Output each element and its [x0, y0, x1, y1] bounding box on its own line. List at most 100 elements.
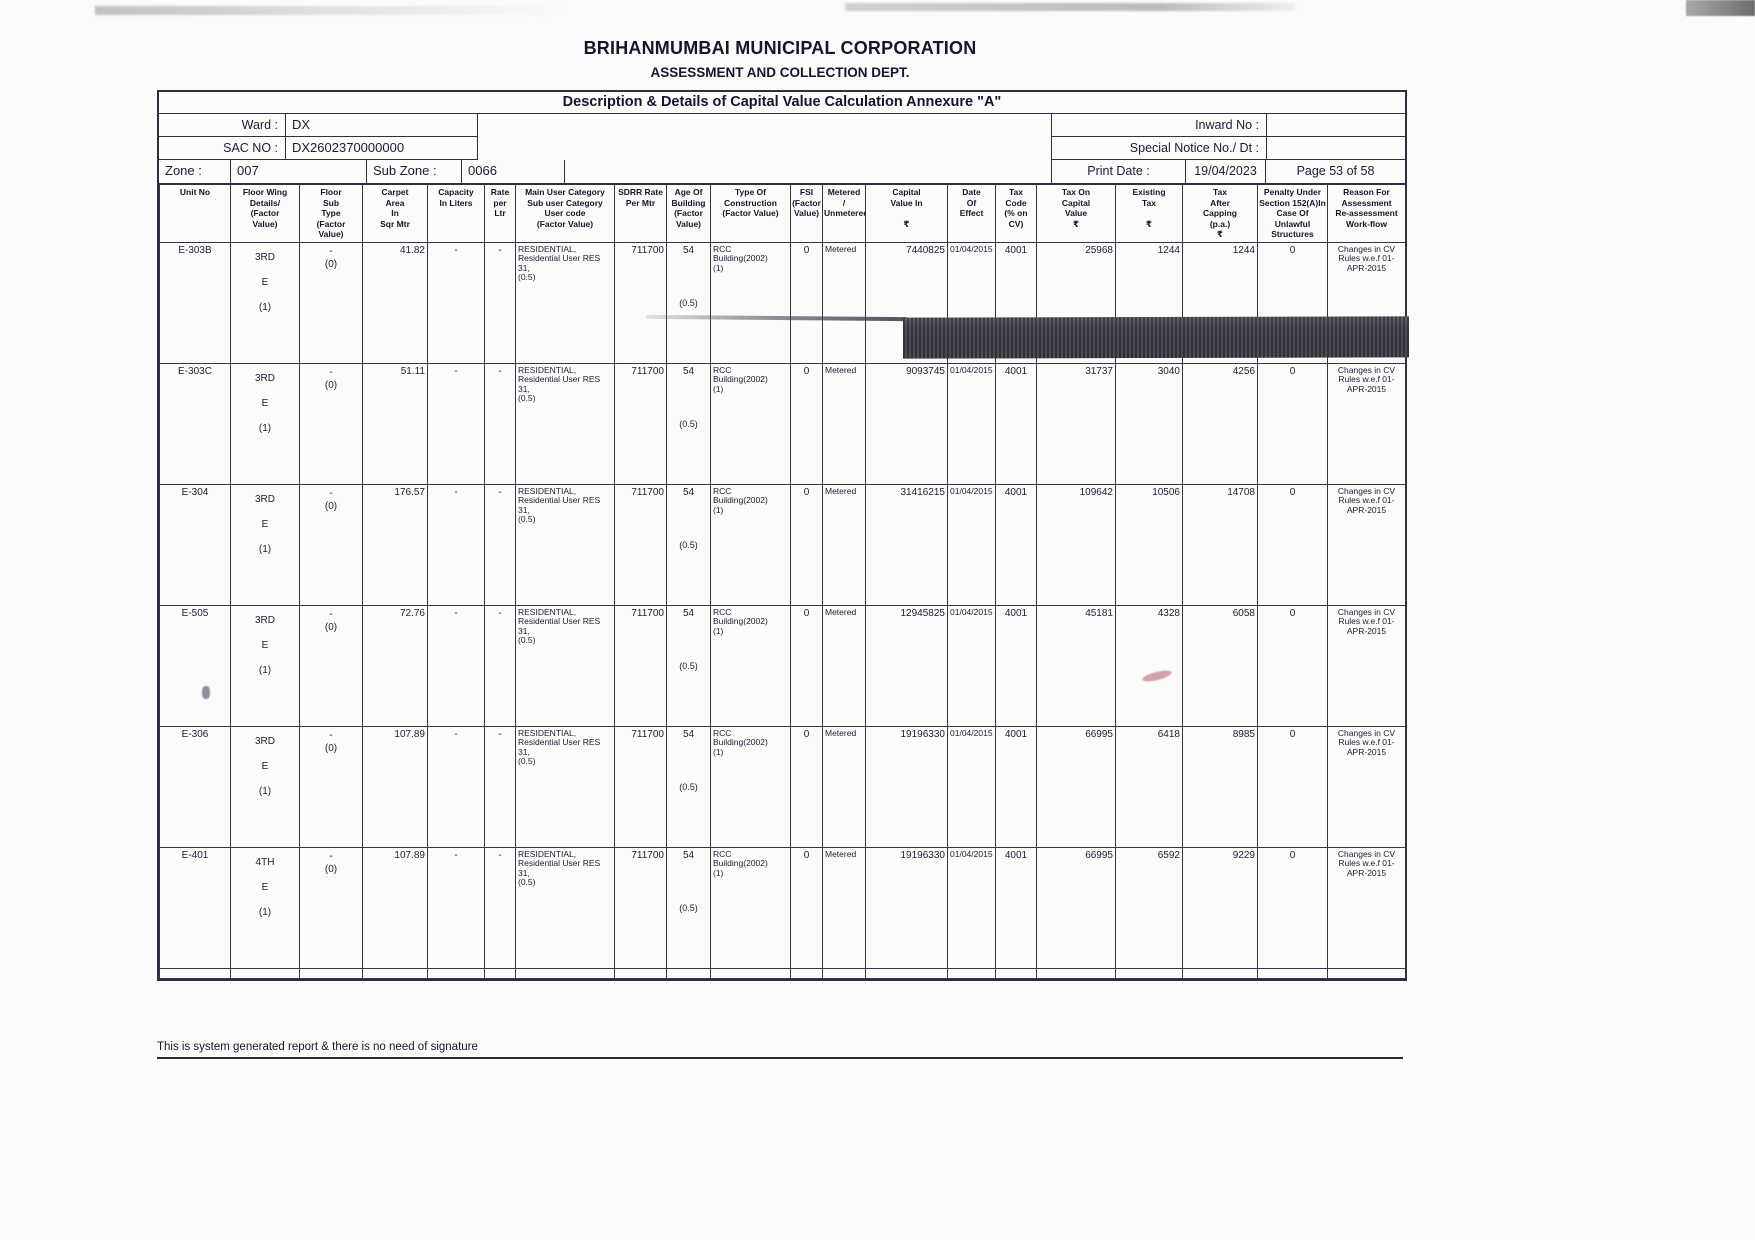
cell-sub-type: - (0)	[299, 241, 363, 364]
cell-floor-wing: 3RD E (1)	[230, 362, 300, 485]
cell-date-of-effect: 01/04/2015	[947, 483, 996, 606]
cell-floor-wing: 3RD E (1)	[230, 483, 300, 606]
cell-capacity: -	[427, 241, 485, 364]
zone-value: 007	[231, 160, 367, 183]
print-date-row: Print Date : 19/04/2023 Page 53 of 58	[1052, 160, 1405, 183]
cell-sdrr-rate: 711700	[614, 241, 667, 364]
cell-user-category: RESIDENTIAL, Residential User RES 31, (0…	[515, 362, 615, 485]
age-value: 54	[682, 607, 695, 619]
cell-date-of-effect: 01/04/2015	[947, 604, 996, 727]
age-factor-value: (0.5)	[679, 781, 698, 792]
cell-capacity: -	[427, 362, 485, 485]
empty-row	[159, 967, 1406, 979]
col-carpet-area: Carpet Area In Sqr Mtr	[362, 183, 428, 243]
dept-title: ASSESSMENT AND COLLECTION DEPT.	[650, 65, 910, 80]
cell-age-of-building: 54 (0.5)	[666, 725, 711, 848]
cell-user-category: RESIDENTIAL, Residential User RES 31, (0…	[515, 725, 615, 848]
scan-artifact	[845, 3, 1295, 11]
cell-construction-type: RCC Building(2002) (1)	[710, 725, 791, 848]
annexure-form: Description & Details of Capital Value C…	[157, 90, 1407, 981]
cell-date-of-effect: 01/04/2015	[947, 846, 996, 969]
col-tax-code: Tax Code (% on CV)	[995, 183, 1037, 243]
cell-capital-value: 12945825	[865, 604, 948, 727]
col-construction-type: Type Of Construction (Factor Value)	[710, 183, 791, 243]
cell-tax-code: 4001	[995, 362, 1037, 485]
cell-tax-after-capping: 9229	[1182, 846, 1258, 969]
ink-smudge	[202, 686, 210, 699]
sub-zone-label: Sub Zone :	[367, 160, 462, 183]
cell-carpet-area: 51.11	[362, 362, 428, 485]
cell-unit-no: E-306	[159, 725, 231, 848]
cell-metered: Metered	[822, 846, 866, 969]
cell-capital-value: 9093745	[865, 362, 948, 485]
form-title: Description & Details of Capital Value C…	[159, 92, 1405, 114]
ward-label: Ward :	[241, 118, 278, 132]
sac-value: DX2602370000000	[285, 137, 477, 159]
sac-label: SAC NO :	[223, 141, 278, 155]
cell-reason: Changes in CV Rules w.e.f 01- APR-2015	[1327, 846, 1406, 969]
cell-sub-type: - (0)	[299, 483, 363, 606]
cell-unit-no: E-303C	[159, 362, 231, 485]
col-metered: Metered / Unmetered	[822, 183, 866, 243]
meta-right-block: Inward No : Special Notice No./ Dt : Pri…	[1051, 114, 1405, 183]
cell-floor-wing: 3RD E (1)	[230, 725, 300, 848]
cell-user-category: RESIDENTIAL, Residential User RES 31, (0…	[515, 604, 615, 727]
cell-tax-on-cv: 66995	[1036, 846, 1116, 969]
age-factor-value: (0.5)	[679, 297, 698, 308]
col-unit-no: Unit No	[159, 183, 231, 243]
cell-rate-per-ltr: -	[484, 725, 516, 848]
age-value: 54	[682, 486, 695, 498]
cell-floor-wing: 4TH E (1)	[230, 846, 300, 969]
zone-label: Zone :	[159, 160, 231, 183]
inward-label: Inward No :	[1195, 118, 1259, 132]
special-notice-row: Special Notice No./ Dt :	[1052, 137, 1405, 160]
cell-carpet-area: 41.82	[362, 241, 428, 364]
cell-existing-tax: 6592	[1115, 846, 1183, 969]
cell-date-of-effect: 01/04/2015	[947, 725, 996, 848]
age-factor-value: (0.5)	[679, 660, 698, 671]
col-age-of-building: Age Of Building (Factor Value)	[666, 183, 711, 243]
scan-artifact	[1686, 0, 1755, 16]
redaction-bar-mark	[902, 316, 1410, 359]
cell-existing-tax: 6418	[1115, 725, 1183, 848]
table-row: E-303C 3RD E (1) - (0) 51.11 - - RESIDEN…	[159, 362, 1406, 485]
inward-row: Inward No :	[1052, 114, 1405, 137]
col-tax-on-cv: Tax On Capital Value ₹	[1036, 183, 1116, 243]
cell-construction-type: RCC Building(2002) (1)	[710, 362, 791, 485]
cell-capacity: -	[427, 604, 485, 727]
cell-unit-no: E-303B	[159, 241, 231, 364]
table-body: E-303B 3RD E (1) - (0) 41.82 - - RESIDEN…	[159, 241, 1406, 969]
age-value: 54	[682, 728, 695, 740]
sac-row: SAC NO : DX2602370000000	[159, 137, 477, 160]
cell-sub-type: - (0)	[299, 846, 363, 969]
table-row: E-505 3RD E (1) - (0) 72.76 - - RESIDENT…	[159, 604, 1406, 727]
cell-tax-on-cv: 66995	[1036, 725, 1116, 848]
cell-penalty: 0	[1257, 725, 1328, 848]
cell-capital-value: 31416215	[865, 483, 948, 606]
cell-fsi: 0	[790, 241, 823, 364]
col-user-category: Main User Category Sub user Category Use…	[515, 183, 615, 243]
age-value: 54	[682, 849, 695, 861]
col-reason: Reason For Assessment Re-assessment Work…	[1327, 183, 1406, 243]
scan-artifact	[95, 6, 565, 15]
cell-existing-tax: 10506	[1115, 483, 1183, 606]
cell-sdrr-rate: 711700	[614, 604, 667, 727]
cell-reason: Changes in CV Rules w.e.f 01- APR-2015	[1327, 362, 1406, 485]
cell-penalty: 0	[1257, 362, 1328, 485]
cell-tax-code: 4001	[995, 604, 1037, 727]
inward-value	[1266, 114, 1405, 136]
cell-sub-type: - (0)	[299, 604, 363, 727]
org-title: BRIHANMUMBAI MUNICIPAL CORPORATION	[583, 38, 977, 58]
col-capital-value: Capital Value In ₹	[865, 183, 948, 243]
cell-sub-type: - (0)	[299, 725, 363, 848]
cell-floor-wing: 3RD E (1)	[230, 241, 300, 364]
cell-sdrr-rate: 711700	[614, 846, 667, 969]
table-header: Unit No Floor Wing Details/ (Factor Valu…	[159, 183, 1406, 243]
sub-zone-value: 0066	[462, 160, 565, 183]
col-date-of-effect: Date Of Effect	[947, 183, 996, 243]
cell-tax-code: 4001	[995, 846, 1037, 969]
cell-user-category: RESIDENTIAL, Residential User RES 31, (0…	[515, 483, 615, 606]
cell-rate-per-ltr: -	[484, 483, 516, 606]
cell-reason: Changes in CV Rules w.e.f 01- APR-2015	[1327, 483, 1406, 606]
